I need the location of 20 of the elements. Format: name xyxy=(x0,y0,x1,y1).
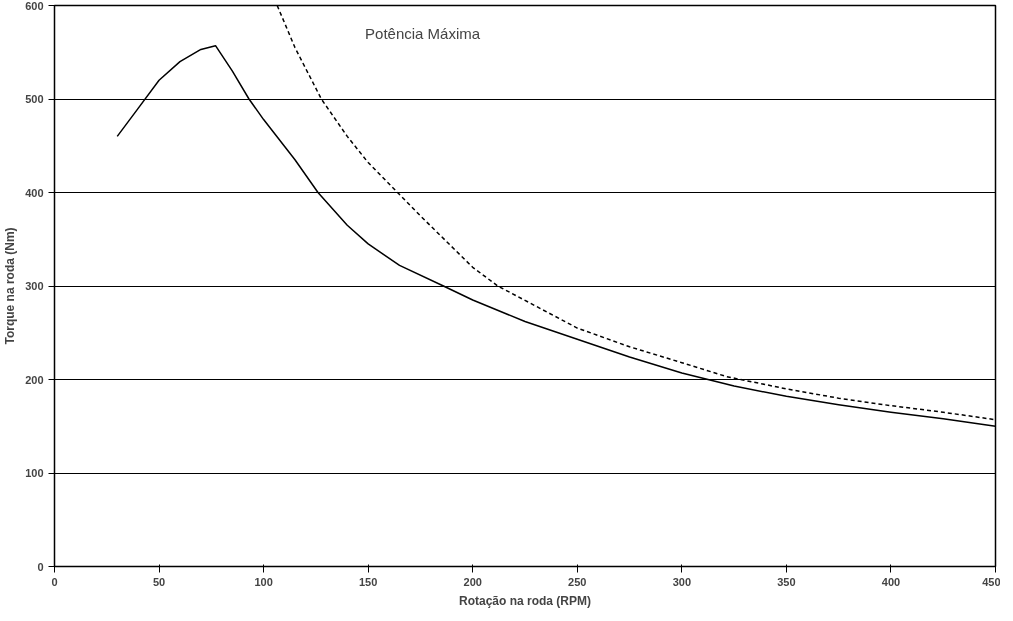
y-tick-label: 300 xyxy=(25,280,44,292)
x-tick-label: 150 xyxy=(358,575,378,588)
y-tick-label: 600 xyxy=(25,0,44,12)
x-tick-label: 200 xyxy=(463,575,482,588)
y-tick-label: 200 xyxy=(25,373,44,386)
y-axis-title: Torque na roda (Nm) xyxy=(3,227,18,345)
x-tick-label: 400 xyxy=(881,575,901,588)
x-tick-label: 50 xyxy=(152,575,166,588)
annotation: Potência Máxima xyxy=(365,25,481,43)
y-tick-label: 500 xyxy=(25,93,44,105)
x-tick-label: 100 xyxy=(254,575,273,588)
x-tick-label: 450 xyxy=(982,575,1001,588)
x-tick-label: 0 xyxy=(51,575,58,588)
x-tick-label: 300 xyxy=(672,575,692,588)
y-tick-label: 0 xyxy=(37,560,44,573)
y-tick-label: 100 xyxy=(25,467,44,479)
y-tick-label: 400 xyxy=(25,186,44,199)
x-tick-label: 350 xyxy=(777,575,796,588)
x-tick-label: 250 xyxy=(568,575,587,588)
x-axis-title: Rotação na roda (RPM) xyxy=(458,593,592,608)
